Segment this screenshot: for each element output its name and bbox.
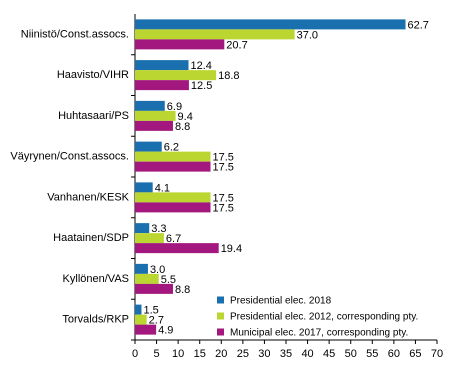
- bar: [135, 70, 217, 81]
- x-tick-label: 5: [154, 348, 160, 360]
- x-tick-label: 40: [301, 348, 313, 360]
- bar: [135, 161, 211, 172]
- value-label: 4.1: [155, 182, 170, 194]
- bar: [135, 314, 147, 325]
- bar: [135, 233, 164, 244]
- bar: [135, 182, 153, 193]
- bar: [135, 120, 173, 131]
- x-tick-label: 0: [132, 348, 138, 360]
- value-label: 62.7: [408, 19, 429, 31]
- x-tick-label: 45: [323, 348, 335, 360]
- value-label: 17.5: [213, 202, 234, 214]
- x-tick-label: 20: [215, 348, 227, 360]
- y-tick-label: Niinistö/Const.assocs.: [21, 28, 129, 40]
- bar: [135, 283, 173, 294]
- x-tick-label: 10: [172, 348, 184, 360]
- bar: [135, 29, 295, 40]
- bar: [135, 202, 211, 213]
- x-tick-label: 35: [280, 348, 292, 360]
- value-label: 2.7: [149, 315, 164, 327]
- bar: [135, 80, 189, 91]
- x-tick-label: 30: [258, 348, 270, 360]
- legend: Presidential elec. 2018 Presidential elec…: [217, 296, 418, 339]
- value-label: 4.9: [158, 325, 173, 337]
- value-label: 6.9: [167, 101, 182, 113]
- y-tick-label: Vanhanen/KESK: [47, 191, 129, 203]
- value-label: 6.2: [164, 142, 179, 154]
- value-label: 20.7: [226, 39, 247, 51]
- x-tick-label: 55: [366, 348, 378, 360]
- bar: [135, 151, 211, 162]
- legend-label: Presidential elec. 2012, corresponding p…: [230, 312, 418, 323]
- value-label: 17.5: [213, 192, 234, 204]
- value-label: 5.5: [161, 274, 176, 286]
- legend-label: Presidential elec. 2018: [230, 296, 332, 307]
- bar: [135, 19, 406, 30]
- value-label: 6.7: [166, 233, 181, 245]
- x-tick-label: 70: [431, 348, 443, 360]
- value-label: 18.8: [218, 70, 239, 82]
- y-tick-label: Väyrynen/Const.assocs.: [10, 151, 129, 163]
- bar: [135, 304, 142, 315]
- value-label: 17.5: [213, 162, 234, 174]
- y-tick-label: Torvalds/RKP: [62, 314, 129, 326]
- x-tick-label: 25: [237, 348, 249, 360]
- x-tick-label: 50: [345, 348, 357, 360]
- value-label: 9.4: [178, 111, 193, 123]
- y-tick-label: Haatainen/SDP: [53, 232, 129, 244]
- value-label: 3.3: [151, 223, 166, 235]
- legend-label: Municipal elec. 2017, corresponding pty.: [230, 328, 408, 339]
- value-label: 8.8: [175, 284, 190, 296]
- bar: [135, 141, 162, 152]
- bar: [135, 100, 165, 111]
- bar: [135, 273, 159, 284]
- value-label: 1.5: [143, 305, 158, 317]
- value-label: 12.4: [190, 60, 211, 72]
- value-label: 17.5: [213, 152, 234, 164]
- bar: [135, 110, 176, 121]
- bar: [135, 243, 219, 254]
- legend-swatch: [217, 312, 224, 320]
- x-tick-label: 65: [409, 348, 421, 360]
- bar: [135, 223, 150, 234]
- bar: [135, 324, 157, 335]
- x-tick-label: 60: [388, 348, 400, 360]
- value-label: 19.4: [221, 243, 242, 255]
- y-tick-label: Haavisto/VIHR: [57, 69, 129, 81]
- legend-swatch: [217, 328, 224, 336]
- y-tick-label: Huhtasaari/PS: [58, 110, 129, 122]
- value-label: 12.5: [191, 80, 212, 92]
- bar: [135, 39, 225, 50]
- value-label: 8.8: [175, 121, 190, 133]
- x-tick-label: 15: [194, 348, 206, 360]
- value-label: 3.0: [150, 264, 165, 276]
- bar: [135, 263, 148, 274]
- legend-swatch: [217, 296, 224, 304]
- value-label: 37.0: [297, 29, 318, 41]
- bar: [135, 60, 189, 71]
- y-tick-label: Kyllönen/VAS: [63, 273, 129, 285]
- bar: [135, 192, 211, 203]
